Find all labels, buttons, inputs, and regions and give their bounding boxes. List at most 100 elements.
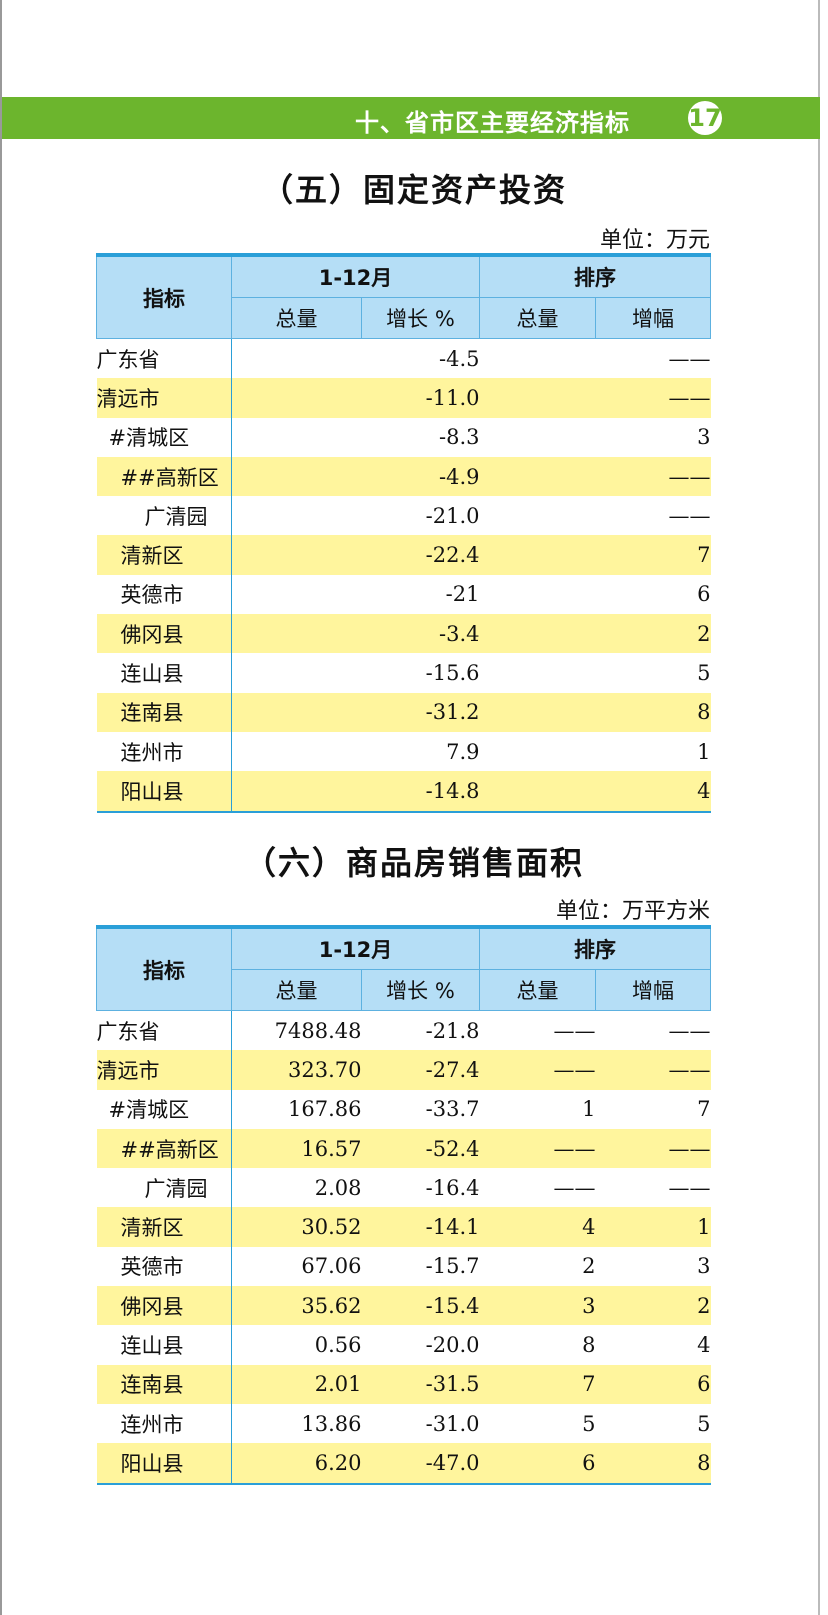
row-name: 清新区 xyxy=(96,535,232,575)
table-row: 广东省 -4.5 —— xyxy=(96,338,711,379)
header-growth: 增长 % xyxy=(361,969,480,1011)
rank-growth-cell: 4 xyxy=(697,1333,711,1358)
header-period: 1-12月 xyxy=(231,253,480,298)
total-cell: 2.08 xyxy=(314,1175,362,1200)
rank-growth-cell: 2 xyxy=(595,1286,711,1326)
growth-cell: -22.4 xyxy=(231,535,480,575)
growth-cell: -11.0 xyxy=(231,378,480,418)
rank-cell: 2 xyxy=(479,614,711,654)
total-cell: 16.57 xyxy=(231,1128,362,1169)
rank-cell: —— xyxy=(479,378,711,418)
row-name: 清远市 xyxy=(96,378,232,418)
growth-cell: -15.7 xyxy=(425,1254,480,1279)
growth-cell: 7.9 xyxy=(446,739,480,764)
header-indicator: 指标 xyxy=(96,925,232,1011)
unit-label-1: 单位：万元 xyxy=(599,228,710,253)
header-rank-total: 总量 xyxy=(479,969,596,1011)
growth-cell: -14.1 xyxy=(361,1207,480,1247)
row-name: 连南县 xyxy=(96,692,232,732)
rank-growth-cell: —— xyxy=(668,1018,711,1043)
table-row: #清城区 167.86 -33.7 1 7 xyxy=(96,1089,711,1129)
total-cell: 7488.48 xyxy=(274,1018,362,1043)
rank-total-cell: 2 xyxy=(582,1254,596,1279)
header-total: 总量 xyxy=(231,297,362,339)
rank-cell: 5 xyxy=(697,661,711,686)
section-title-1: （五）固定资产投资 xyxy=(260,171,567,209)
growth-cell: -16.4 xyxy=(425,1175,480,1200)
growth-cell: -4.5 xyxy=(439,346,480,371)
rank-cell: —— xyxy=(668,503,711,528)
total-cell: 67.06 xyxy=(301,1254,362,1279)
table-row: 英德市 -21 6 xyxy=(96,574,711,615)
row-name: 连州市 xyxy=(96,731,232,772)
growth-cell: -14.8 xyxy=(231,771,480,813)
growth-cell: -21.8 xyxy=(425,1018,480,1043)
growth-cell: -31.0 xyxy=(425,1411,480,1436)
growth-cell: -33.7 xyxy=(425,1097,480,1122)
total-cell: 323.70 xyxy=(231,1050,362,1090)
rank-cell: 7 xyxy=(479,535,711,575)
header-indicator: 指标 xyxy=(96,253,232,339)
table-row: 清远市 323.70 -27.4 —— —— xyxy=(96,1050,711,1090)
rank-cell: —— xyxy=(668,346,711,371)
table-row: 英德市 67.06 -15.7 2 3 xyxy=(96,1246,711,1287)
growth-cell: -20.0 xyxy=(425,1333,480,1358)
row-name: 佛冈县 xyxy=(96,1286,232,1326)
rank-cell: 4 xyxy=(479,771,711,813)
row-name: ##高新区 xyxy=(96,456,232,497)
rank-cell: 1 xyxy=(697,739,711,764)
page-number: 17 xyxy=(688,101,722,135)
total-cell: 2.01 xyxy=(231,1364,362,1404)
row-name: 广清园 xyxy=(96,1168,232,1208)
row-name: 清远市 xyxy=(96,1050,232,1090)
rank-cell: 8 xyxy=(479,692,711,732)
row-name: 连南县 xyxy=(96,1364,232,1404)
growth-cell: -31.2 xyxy=(231,692,480,732)
header-rank-total: 总量 xyxy=(479,297,596,339)
growth-cell: -21.0 xyxy=(425,503,480,528)
rank-total-cell: —— xyxy=(553,1018,596,1043)
rank-growth-cell: 6 xyxy=(595,1364,711,1404)
rank-growth-cell: —— xyxy=(668,1175,711,1200)
row-name: #清城区 xyxy=(96,417,232,457)
growth-cell: -3.4 xyxy=(231,614,480,654)
chapter-band: 十、省市区主要经济指标 17 xyxy=(2,97,820,139)
header-period: 1-12月 xyxy=(231,925,480,970)
table-row: ##高新区 -4.9 —— xyxy=(96,456,711,497)
growth-cell: -15.6 xyxy=(425,661,480,686)
table-row: 阳山县 6.20 -47.0 6 8 xyxy=(96,1443,711,1485)
growth-cell: -47.0 xyxy=(361,1443,480,1485)
table-row: 广清园 -21.0 —— xyxy=(96,496,711,536)
total-cell: 6.20 xyxy=(231,1443,362,1485)
table-row: 清远市 -11.0 —— xyxy=(96,378,711,418)
header-rank-growth: 增幅 xyxy=(595,969,711,1011)
header-growth: 增长 % xyxy=(361,297,480,339)
rank-total-cell: 5 xyxy=(582,1411,596,1436)
row-name: 佛冈县 xyxy=(96,614,232,654)
row-name: 广清园 xyxy=(96,496,232,536)
rank-total-cell: 1 xyxy=(582,1097,596,1122)
table-row: 连山县 -15.6 5 xyxy=(96,653,711,693)
row-name: 阳山县 xyxy=(96,1443,232,1485)
row-name: 连山县 xyxy=(96,1325,232,1365)
rank-total-cell: —— xyxy=(553,1175,596,1200)
table-row: 清新区 30.52 -14.1 4 1 xyxy=(96,1207,711,1247)
row-name: 清新区 xyxy=(96,1207,232,1247)
header-rank: 排序 xyxy=(479,925,711,970)
total-cell: 0.56 xyxy=(314,1333,362,1358)
growth-cell: -8.3 xyxy=(439,425,480,450)
row-name: 连山县 xyxy=(96,653,232,693)
rank-growth-cell: 8 xyxy=(595,1443,711,1485)
table-row: 连南县 2.01 -31.5 7 6 xyxy=(96,1364,711,1404)
row-name: 广东省 xyxy=(96,338,232,379)
row-name: 阳山县 xyxy=(96,771,232,813)
growth-cell: -4.9 xyxy=(231,456,480,497)
row-name: ##高新区 xyxy=(96,1128,232,1169)
table-row: #清城区 -8.3 3 xyxy=(96,417,711,457)
total-cell: 167.86 xyxy=(288,1097,362,1122)
table-row: 广清园 2.08 -16.4 —— —— xyxy=(96,1168,711,1208)
table-row: 连山县 0.56 -20.0 8 4 xyxy=(96,1325,711,1365)
rank-growth-cell: —— xyxy=(595,1050,711,1090)
growth-cell: -52.4 xyxy=(361,1128,480,1169)
